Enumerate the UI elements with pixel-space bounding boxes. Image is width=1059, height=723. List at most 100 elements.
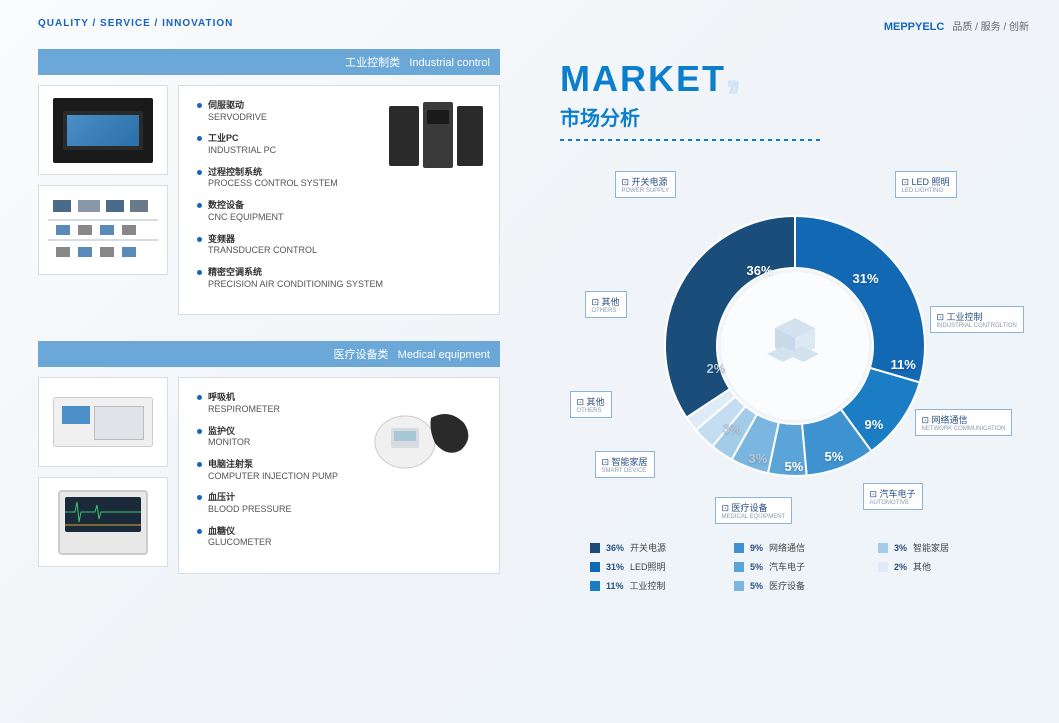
item-cn: 过程控制系统 [208,167,338,179]
segment-label: ⊡ 其他OTHERS [585,291,627,318]
segment-label: ⊡ 其他OTHERS [570,391,612,418]
legend-item: 9%网络通信 [734,541,854,554]
item-cn: 精密空调系统 [208,267,383,279]
segment-pct: 2% [707,361,726,376]
item-en: PRECISION AIR CONDITIONING SYSTEM [208,279,383,291]
section2-text-box: 呼吸机RESPIROMETER监护仪MONITOR电脑注射泵COMPUTER I… [178,377,500,574]
segment-pct: 11% [891,357,916,372]
legend-label: 其他 [913,560,931,573]
segment-pct: 3% [723,421,742,436]
bullet-icon [197,495,202,500]
legend-pct: 5% [750,581,763,591]
segment-label: ⊡ 开关电源POWER SUPPLY [615,171,677,198]
bullet-icon [197,103,202,108]
legend-pct: 11% [606,581,624,591]
right-page: MEPPYELC品质 / 服务 / 创新 ,, MARKET 市场分析 36%⊡… [530,0,1059,723]
item-en: GLUCOMETER [208,537,272,549]
swatch-icon [590,581,600,591]
industrial-item: 精密空调系统PRECISION AIR CONDITIONING SYSTEM [197,267,485,290]
item-cn: 数控设备 [208,200,284,212]
swatch-icon [734,581,744,591]
section2-header: 医疗设备类 Medical equipment [38,341,500,367]
legend-item: 5% 汽车电子 [734,560,854,573]
segment-pct: 5% [825,449,844,464]
swatch-icon [878,543,888,553]
industrial-item: 变频器TRANSDUCER CONTROL [197,234,485,257]
segment-label: ⊡ 工业控制INDUSTRIAL CONTROLTION [930,306,1024,333]
swatch-icon [590,543,600,553]
control-diagram-image [38,185,168,275]
item-en: TRANSDUCER CONTROL [208,245,317,257]
bullet-icon [197,237,202,242]
bullet-icon [197,136,202,141]
legend-pct: 2% [894,562,907,572]
item-en: RESPIROMETER [208,404,280,416]
bullet-icon [197,529,202,534]
legend-label: 工业控制 [630,579,666,592]
donut-chart: 36%⊡ 开关电源POWER SUPPLY31%⊡ LED 照明LED LIGH… [575,161,1015,531]
item-cn: 电脑注射泵 [208,459,338,471]
section2-title-en: Medical equipment [398,349,490,361]
market-title-en: MARKET [560,58,1029,100]
item-cn: 血糖仪 [208,526,272,538]
legend-item: 3%智能家居 [878,541,998,554]
legend-label: LED照明 [630,560,666,573]
industrial-pc-image [38,85,168,175]
item-cn: 伺服驱动 [208,100,267,112]
bullet-icon [197,203,202,208]
section1-title-en: Industrial control [409,57,490,69]
section1-row: 伺服驱动SERVODRIVE工业PCINDUSTRIAL PC过程控制系统PRO… [38,85,500,315]
item-cn: 血压计 [208,492,292,504]
monitor-device-image [38,477,168,567]
item-cn: 变频器 [208,234,317,246]
section1-text-box: 伺服驱动SERVODRIVE工业PCINDUSTRIAL PC过程控制系统PRO… [178,85,500,315]
segment-pct: 9% [865,417,884,432]
legend-pct: 31% [606,562,624,572]
segment-label: ⊡ 医疗设备MEDICAL EQUIPMENT [715,497,793,524]
section1-title-cn: 工业控制类 [345,57,400,69]
bullet-icon [197,395,202,400]
section2-title-cn: 医疗设备类 [333,349,388,361]
industrial-item: 数控设备CNC EQUIPMENT [197,200,485,223]
legend-item: 5% 医疗设备 [734,579,854,592]
item-cn: 监护仪 [208,426,250,438]
quality-tagline: QUALITY / SERVICE / INNOVATION [38,18,500,29]
bullet-icon [197,270,202,275]
segment-pct: 5% [785,459,804,474]
legend-pct: 36% [606,543,624,553]
legend-label: 开关电源 [630,541,666,554]
bullet-icon [197,462,202,467]
left-page: QUALITY / SERVICE / INNOVATION 工业控制类 Ind… [0,0,530,723]
segment-label: ⊡ 网络通信NETWORK COMMUNICATION [915,409,1013,436]
legend-item: 2% 其他 [878,560,998,573]
legend-label: 医疗设备 [769,579,805,592]
segment-pct: 31% [853,271,879,286]
legend-label: 汽车电子 [769,560,805,573]
swatch-icon [734,562,744,572]
segment-label: ⊡ 汽车电子AUTOMOTIVE [863,483,923,510]
medical-item: 血压计BLOOD PRESSURE [197,492,485,515]
legend-label: 智能家居 [913,541,949,554]
segment-label: ⊡ LED 照明LED LIGHTING [895,171,957,198]
item-cn: 工业PC [208,133,276,145]
legend-pct: 5% [750,562,763,572]
item-en: INDUSTRIAL PC [208,145,276,157]
legend-item: 31% LED照明 [590,560,710,573]
market-title-cn: 市场分析 [560,102,1029,131]
respirometer-image [38,377,168,467]
section1-header: 工业控制类 Industrial control [38,49,500,75]
servodrive-image [379,96,489,181]
item-en: COMPUTER INJECTION PUMP [208,471,338,483]
item-en: PROCESS CONTROL SYSTEM [208,178,338,190]
segment-label: ⊡ 智能家居SMART DEVICE [595,451,655,478]
item-en: MONITOR [208,437,250,449]
section2-row: 呼吸机RESPIROMETER监护仪MONITOR电脑注射泵COMPUTER I… [38,377,500,574]
medical-item: 血糖仪GLUCOMETER [197,526,485,549]
chart-legend: 36% 开关电源 9%网络通信 3%智能家居 31% LED照明 5% 汽车电子 2% 其他 11%… [560,541,1029,592]
quote-decoration: ,, [725,48,733,98]
swatch-icon [734,543,744,553]
legend-label: 网络通信 [769,541,805,554]
item-en: CNC EQUIPMENT [208,212,284,224]
item-en: BLOOD PRESSURE [208,504,292,516]
swatch-icon [590,562,600,572]
